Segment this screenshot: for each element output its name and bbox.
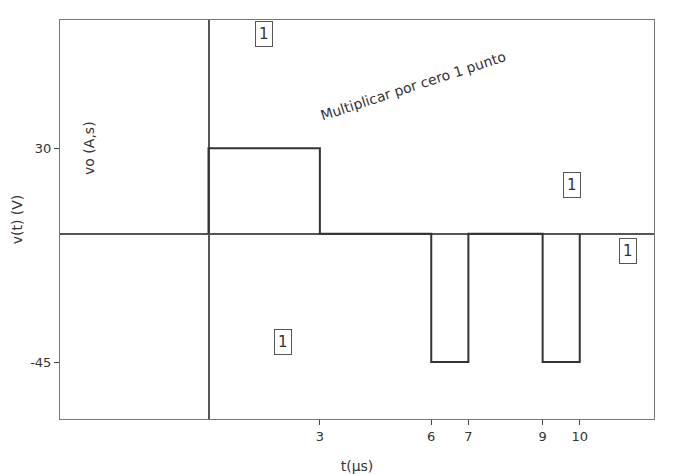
svg-text:6: 6	[427, 429, 435, 444]
svg-text:1: 1	[567, 176, 577, 194]
svg-text:9: 9	[538, 429, 546, 444]
svg-text:1: 1	[623, 242, 633, 260]
svg-text:t(µs): t(µs)	[341, 458, 374, 474]
svg-text:v(t) (V): v(t) (V)	[9, 195, 25, 245]
svg-text:30: 30	[35, 141, 52, 156]
svg-text:1: 1	[259, 25, 269, 43]
svg-text:1: 1	[278, 333, 288, 351]
svg-text:3: 3	[316, 429, 324, 444]
svg-text:10: 10	[571, 429, 588, 444]
svg-text:vo (A,s): vo (A,s)	[81, 121, 97, 175]
svg-text:7: 7	[464, 429, 472, 444]
svg-text:Multiplicar por cero 1 punto: Multiplicar por cero 1 punto	[318, 48, 507, 123]
svg-text:-45: -45	[30, 355, 51, 370]
